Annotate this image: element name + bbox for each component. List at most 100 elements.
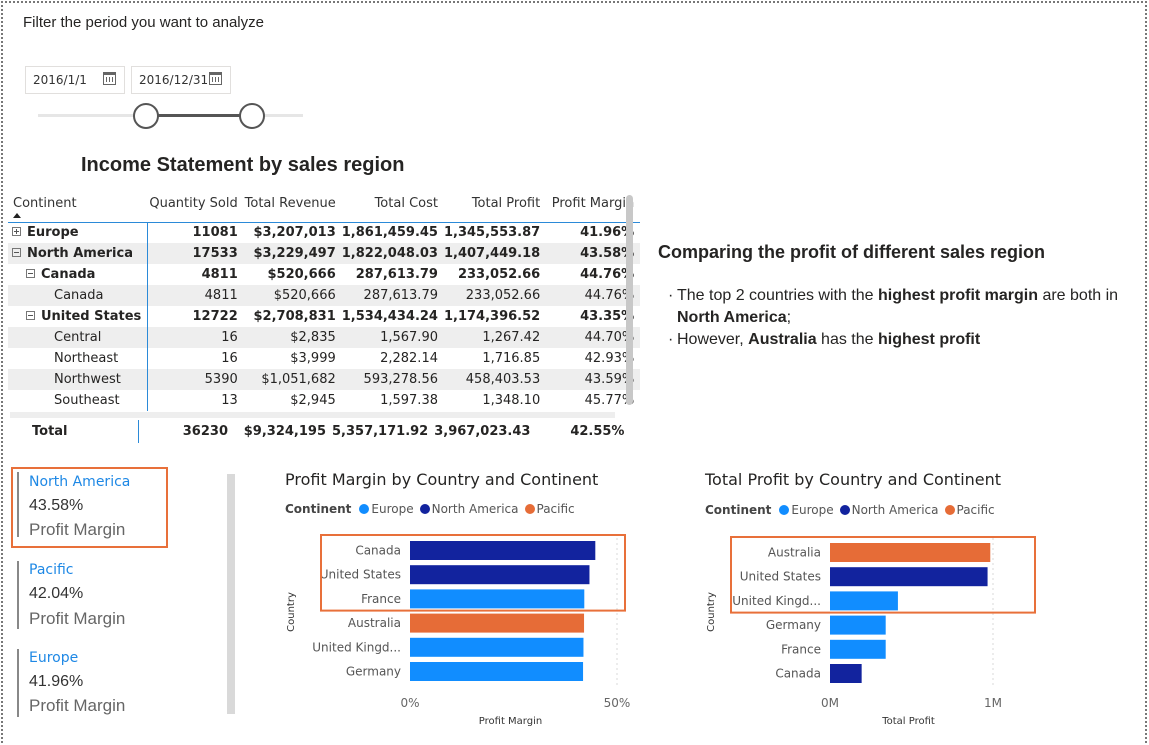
table-row[interactable]: North America 17533 $3,229,497 1,822,048.03… xyxy=(8,243,641,264)
bar[interactable] xyxy=(410,637,584,657)
column-header-continent[interactable]: Continent xyxy=(8,193,148,223)
calendar-icon[interactable] xyxy=(209,72,222,85)
cell-value: 1,822,048.03 xyxy=(341,243,444,264)
table-scrollbar[interactable] xyxy=(626,195,633,405)
kpi-card-value: 41.96% xyxy=(29,673,84,690)
row-header: Canada xyxy=(8,264,149,285)
row-label: Canada xyxy=(54,288,104,303)
table-row[interactable]: Europe 11081 $3,207,013 1,861,459.45 1,345,5… xyxy=(8,222,640,243)
cell-value: 42.93% xyxy=(584,351,635,366)
table-row[interactable]: Southeast 13 $2,945 1,597.38 1,348.10 45.77% xyxy=(8,390,640,411)
bar[interactable] xyxy=(410,541,596,560)
bar[interactable] xyxy=(830,664,862,683)
bar[interactable] xyxy=(830,543,991,562)
start-date-value: 2016/1/1 xyxy=(33,73,87,87)
row-label: North America xyxy=(27,246,133,261)
legend-item-pacific[interactable]: Pacific xyxy=(524,502,575,516)
cell-value: 12722 xyxy=(192,309,238,324)
kpi-card-name: Europe xyxy=(29,650,79,666)
cell-value: 233,052.66 xyxy=(443,285,547,306)
column-header-total-revenue[interactable]: Total Revenue xyxy=(243,193,342,223)
date-slider-end-handle[interactable] xyxy=(239,103,265,129)
x-tick-label: 50% xyxy=(604,696,631,710)
kpi-card-name: North America xyxy=(29,474,131,490)
cell-value: 4811 xyxy=(147,285,244,306)
row-header: Northwest xyxy=(8,369,149,390)
cell-value: 1,597.38 xyxy=(380,393,438,408)
table-row[interactable]: Central 16 $2,835 1,567.90 1,267.42 44.70% xyxy=(8,327,641,348)
column-header-total-cost[interactable]: Total Cost xyxy=(341,193,444,223)
income-statement-matrix: Continent Quantity Sold Total Revenue To… xyxy=(8,193,641,411)
table-row[interactable]: Northeast 16 $3,999 2,282.14 1,716.85 42.93% xyxy=(8,348,640,369)
highlight-box xyxy=(320,534,626,612)
legend-item-europe[interactable]: Europe xyxy=(359,502,414,516)
bar[interactable] xyxy=(830,591,898,611)
legend-item-pacific[interactable]: Pacific xyxy=(944,503,995,517)
cell-value: $520,666 xyxy=(267,267,336,282)
expand-icon[interactable] xyxy=(12,227,21,237)
row-header: Canada xyxy=(8,285,149,306)
table-title: Income Statement by sales region xyxy=(81,154,405,176)
bar[interactable] xyxy=(830,615,886,635)
cell-value: 43.59% xyxy=(546,369,641,390)
category-label: Australia xyxy=(768,546,821,560)
total-value: 5,357,171.92 xyxy=(332,424,429,439)
cell-value: 5390 xyxy=(147,369,244,390)
comparison-bullet: The top 2 countries with the highest pro… xyxy=(668,285,1138,329)
cards-scrollbar[interactable] xyxy=(227,474,235,714)
end-date-input[interactable]: 2016/12/31 xyxy=(131,66,231,94)
kpi-card-value: 42.04% xyxy=(29,585,84,602)
cell-value: $2,708,831 xyxy=(253,309,336,324)
legend-title: Continent xyxy=(285,502,352,516)
bar[interactable] xyxy=(410,662,584,681)
total-label: Total xyxy=(8,420,139,443)
cell-value: $3,229,497 xyxy=(243,243,342,264)
row-label: Europe xyxy=(27,225,79,241)
highlight-box xyxy=(11,467,168,548)
cell-value: $2,945 xyxy=(290,393,336,408)
kpi-card-pacific[interactable]: Pacific 42.04% Profit Margin xyxy=(17,561,167,629)
table-row[interactable]: Canada 4811 $520,666 287,613.79 233,052.66 44… xyxy=(8,264,640,285)
collapse-icon[interactable] xyxy=(12,248,21,257)
cell-value: 2,282.14 xyxy=(380,351,438,366)
cell-value: $520,666 xyxy=(243,285,342,306)
calendar-icon[interactable] xyxy=(103,72,116,85)
table-row[interactable]: United States 12722 $2,708,831 1,534,434.24… xyxy=(8,306,640,327)
cell-value: 287,613.79 xyxy=(355,267,438,282)
legend-item-north-america[interactable]: North America xyxy=(839,503,939,517)
kpi-card-name: Pacific xyxy=(29,562,74,578)
column-header-quantity-sold[interactable]: Quantity Sold xyxy=(147,193,244,223)
highlight-box xyxy=(730,536,1036,614)
bar[interactable] xyxy=(410,565,590,585)
cell-value: 1,407,449.18 xyxy=(443,243,547,264)
row-header: Northeast xyxy=(8,348,149,369)
bar[interactable] xyxy=(410,589,585,609)
table-row[interactable]: Canada 4811 $520,666 287,613.79 233,052.66 44… xyxy=(8,285,641,306)
row-header: Europe xyxy=(8,222,149,243)
bar[interactable] xyxy=(830,567,988,587)
kpi-card-north-america[interactable]: North America 43.58% Profit Margin xyxy=(17,472,167,539)
category-label: France xyxy=(781,642,821,656)
category-label: United Kingd... xyxy=(312,640,401,654)
legend-item-europe[interactable]: Europe xyxy=(779,503,834,517)
column-header-total-profit[interactable]: Total Profit xyxy=(443,193,547,223)
collapse-icon[interactable] xyxy=(26,311,35,320)
bar[interactable] xyxy=(410,613,585,633)
legend-title: Continent xyxy=(705,503,772,517)
cell-value: 16 xyxy=(221,351,238,366)
cell-value: 17533 xyxy=(147,243,244,264)
cell-value: 458,403.53 xyxy=(443,369,547,390)
bar[interactable] xyxy=(830,639,886,659)
category-label: Australia xyxy=(348,616,401,630)
cell-value: 593,278.56 xyxy=(341,369,444,390)
column-header-profit-margin[interactable]: Profit Margin xyxy=(546,193,641,223)
start-date-input[interactable]: 2016/1/1 xyxy=(25,66,125,94)
kpi-card-europe[interactable]: Europe 41.96% Profit Margin xyxy=(17,649,167,717)
table-row[interactable]: Northwest 5390 $1,051,682 593,278.56 458,403… xyxy=(8,369,641,390)
date-slider-start-handle[interactable] xyxy=(133,103,159,129)
cell-value: 1,716.85 xyxy=(482,351,541,366)
collapse-icon[interactable] xyxy=(26,269,35,278)
legend-item-north-america[interactable]: North America xyxy=(419,502,519,516)
